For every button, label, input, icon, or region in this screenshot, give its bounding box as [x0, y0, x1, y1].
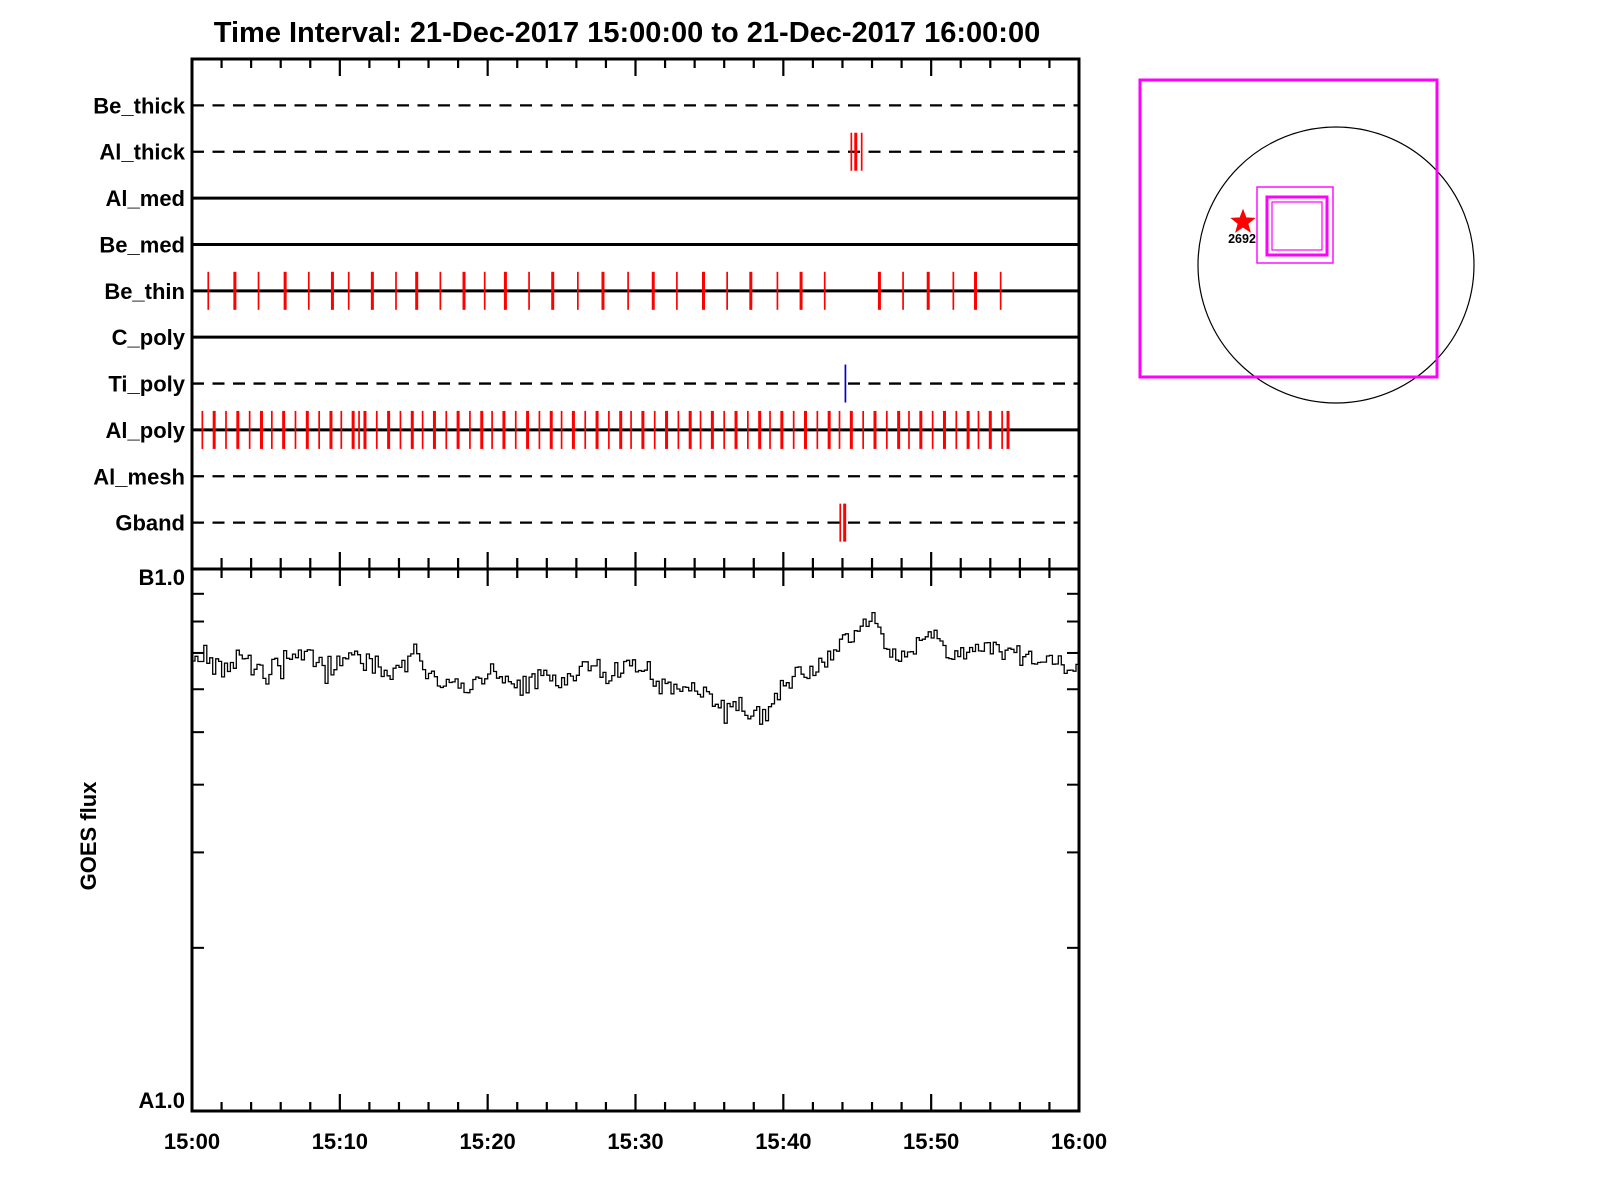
- fov-box-2: [1265, 195, 1329, 257]
- goes-flux-curve: [192, 611, 1080, 725]
- goes-log-minor-ticks: [192, 592, 1079, 949]
- x-tick-label: 15:20: [460, 1129, 516, 1154]
- x-tick-label: 15:40: [755, 1129, 811, 1154]
- filter-timeline-panel: [190, 57, 1081, 571]
- x-tick-label: 16:00: [1051, 1129, 1107, 1154]
- active-region-label: 2692: [1228, 232, 1256, 246]
- page-title: Time Interval: 21-Dec-2017 15:00:00 to 2…: [214, 17, 1040, 49]
- x-tick-label: 15:30: [607, 1129, 663, 1154]
- active-region-star-icon: [1230, 208, 1256, 233]
- filter-row-label: Al_poly: [106, 418, 186, 443]
- filter-row-label: Ti_poly: [108, 372, 185, 397]
- filter-row-label: Be_thin: [104, 279, 185, 304]
- filter-row-label: C_poly: [112, 325, 186, 350]
- time-axis-labels: 15:00 15:10 15:20 15:30 15:40 15:50 16:00: [164, 1129, 1107, 1154]
- fov-box-1: [1256, 186, 1334, 264]
- solar-fov-map: [1138, 78, 1475, 404]
- filter-row-label: Al_med: [106, 186, 185, 211]
- goes-flux-line: [192, 611, 1080, 725]
- solar-limb-circle: [1197, 126, 1475, 404]
- fov-box-3: [1271, 201, 1323, 251]
- filter-row-label: Be_thick: [93, 93, 185, 118]
- filter-row-label: Al_thick: [99, 140, 185, 165]
- x-tick-label: 15:50: [903, 1129, 959, 1154]
- exposure-event-ticks: [201, 132, 1010, 542]
- filter-row-label: Gband: [115, 511, 185, 536]
- filter-row-labels: Be_thick Al_thick Al_med Be_med Be_thin C_pol…: [93, 93, 185, 535]
- goes-ymax-label: B1.0: [139, 565, 185, 590]
- x-tick-label: 15:00: [164, 1129, 220, 1154]
- time-axis-ticks: [220, 59, 1051, 1111]
- filter-row-label: Al_mesh: [93, 464, 185, 489]
- x-tick-label: 15:10: [312, 1129, 368, 1154]
- filter-timeline-rows: [192, 104, 1079, 524]
- fov-box-0: [1138, 78, 1439, 379]
- goes-yaxis-title: GOES flux: [76, 781, 101, 891]
- goes-ymin-label: A1.0: [139, 1088, 185, 1113]
- filter-row-label: Be_med: [99, 232, 185, 257]
